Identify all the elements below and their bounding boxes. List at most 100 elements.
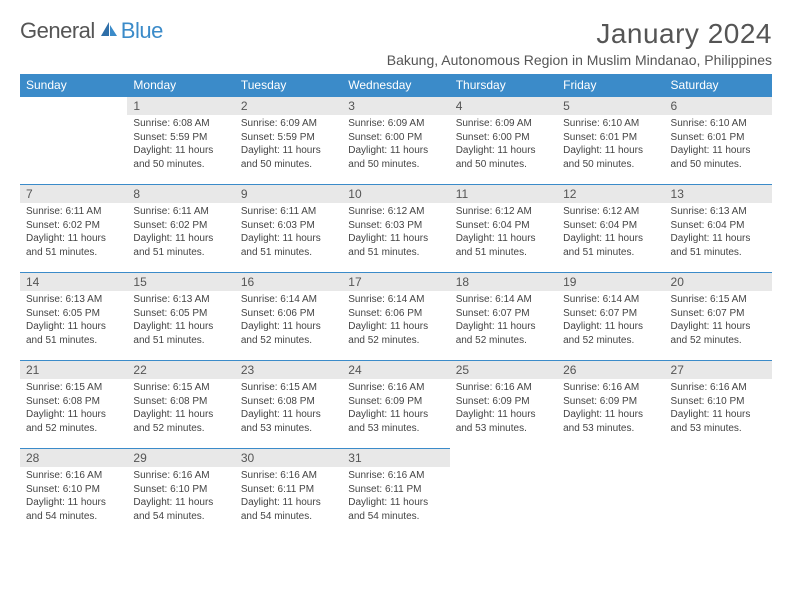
title-block: January 2024 Bakung, Autonomous Region i… — [387, 18, 772, 68]
calendar-day-cell: 12Sunrise: 6:12 AMSunset: 6:04 PMDayligh… — [557, 185, 664, 273]
day-details: Sunrise: 6:16 AMSunset: 6:11 PMDaylight:… — [235, 467, 342, 527]
day-details: Sunrise: 6:14 AMSunset: 6:06 PMDaylight:… — [342, 291, 449, 351]
day-details: Sunrise: 6:12 AMSunset: 6:04 PMDaylight:… — [557, 203, 664, 263]
calendar-day-cell: 18Sunrise: 6:14 AMSunset: 6:07 PMDayligh… — [450, 273, 557, 361]
day-number: 4 — [450, 97, 557, 115]
day-number: 9 — [235, 185, 342, 203]
day-number: 16 — [235, 273, 342, 291]
calendar-day-cell: 31Sunrise: 6:16 AMSunset: 6:11 PMDayligh… — [342, 449, 449, 537]
calendar-day-cell: 17Sunrise: 6:14 AMSunset: 6:06 PMDayligh… — [342, 273, 449, 361]
day-number: 31 — [342, 449, 449, 467]
day-details: Sunrise: 6:16 AMSunset: 6:10 PMDaylight:… — [665, 379, 772, 439]
day-number: 5 — [557, 97, 664, 115]
calendar-week-row: 21Sunrise: 6:15 AMSunset: 6:08 PMDayligh… — [20, 361, 772, 449]
calendar-week-row: 14Sunrise: 6:13 AMSunset: 6:05 PMDayligh… — [20, 273, 772, 361]
day-number: 1 — [127, 97, 234, 115]
day-details: Sunrise: 6:14 AMSunset: 6:06 PMDaylight:… — [235, 291, 342, 351]
calendar-day-cell: 10Sunrise: 6:12 AMSunset: 6:03 PMDayligh… — [342, 185, 449, 273]
day-details: Sunrise: 6:09 AMSunset: 6:00 PMDaylight:… — [450, 115, 557, 175]
day-number: 10 — [342, 185, 449, 203]
calendar-day-cell: 9Sunrise: 6:11 AMSunset: 6:03 PMDaylight… — [235, 185, 342, 273]
day-details: Sunrise: 6:09 AMSunset: 6:00 PMDaylight:… — [342, 115, 449, 175]
calendar-day-cell: 1Sunrise: 6:08 AMSunset: 5:59 PMDaylight… — [127, 97, 234, 185]
calendar-day-cell — [665, 449, 772, 537]
day-number: 6 — [665, 97, 772, 115]
calendar-day-cell: 14Sunrise: 6:13 AMSunset: 6:05 PMDayligh… — [20, 273, 127, 361]
calendar-day-cell: 4Sunrise: 6:09 AMSunset: 6:00 PMDaylight… — [450, 97, 557, 185]
day-details: Sunrise: 6:10 AMSunset: 6:01 PMDaylight:… — [665, 115, 772, 175]
calendar-day-cell: 5Sunrise: 6:10 AMSunset: 6:01 PMDaylight… — [557, 97, 664, 185]
day-number: 28 — [20, 449, 127, 467]
day-number: 13 — [665, 185, 772, 203]
day-details: Sunrise: 6:14 AMSunset: 6:07 PMDaylight:… — [557, 291, 664, 351]
day-details: Sunrise: 6:13 AMSunset: 6:05 PMDaylight:… — [127, 291, 234, 351]
day-number: 25 — [450, 361, 557, 379]
month-title: January 2024 — [387, 18, 772, 50]
day-number: 11 — [450, 185, 557, 203]
day-details: Sunrise: 6:12 AMSunset: 6:03 PMDaylight:… — [342, 203, 449, 263]
calendar-day-cell — [557, 449, 664, 537]
calendar-day-cell: 22Sunrise: 6:15 AMSunset: 6:08 PMDayligh… — [127, 361, 234, 449]
calendar-day-cell: 11Sunrise: 6:12 AMSunset: 6:04 PMDayligh… — [450, 185, 557, 273]
logo: General Blue — [20, 18, 163, 44]
day-details: Sunrise: 6:11 AMSunset: 6:02 PMDaylight:… — [127, 203, 234, 263]
calendar-day-cell: 20Sunrise: 6:15 AMSunset: 6:07 PMDayligh… — [665, 273, 772, 361]
logo-text-2: Blue — [121, 18, 163, 44]
day-details: Sunrise: 6:16 AMSunset: 6:09 PMDaylight:… — [450, 379, 557, 439]
calendar-day-cell: 19Sunrise: 6:14 AMSunset: 6:07 PMDayligh… — [557, 273, 664, 361]
day-details: Sunrise: 6:11 AMSunset: 6:02 PMDaylight:… — [20, 203, 127, 263]
day-details: Sunrise: 6:13 AMSunset: 6:05 PMDaylight:… — [20, 291, 127, 351]
day-number: 23 — [235, 361, 342, 379]
day-number: 3 — [342, 97, 449, 115]
weekday-header-row: SundayMondayTuesdayWednesdayThursdayFrid… — [20, 74, 772, 97]
calendar-week-row: 7Sunrise: 6:11 AMSunset: 6:02 PMDaylight… — [20, 185, 772, 273]
header: General Blue January 2024 Bakung, Autono… — [20, 18, 772, 68]
calendar-week-row: 28Sunrise: 6:16 AMSunset: 6:10 PMDayligh… — [20, 449, 772, 537]
weekday-header: Friday — [557, 74, 664, 97]
day-number: 14 — [20, 273, 127, 291]
calendar-table: SundayMondayTuesdayWednesdayThursdayFrid… — [20, 74, 772, 537]
calendar-day-cell — [450, 449, 557, 537]
day-number: 27 — [665, 361, 772, 379]
calendar-day-cell: 27Sunrise: 6:16 AMSunset: 6:10 PMDayligh… — [665, 361, 772, 449]
weekday-header: Tuesday — [235, 74, 342, 97]
calendar-day-cell: 25Sunrise: 6:16 AMSunset: 6:09 PMDayligh… — [450, 361, 557, 449]
calendar-day-cell: 13Sunrise: 6:13 AMSunset: 6:04 PMDayligh… — [665, 185, 772, 273]
day-number: 2 — [235, 97, 342, 115]
day-number: 29 — [127, 449, 234, 467]
day-details: Sunrise: 6:09 AMSunset: 5:59 PMDaylight:… — [235, 115, 342, 175]
day-number: 17 — [342, 273, 449, 291]
day-number: 7 — [20, 185, 127, 203]
day-number: 20 — [665, 273, 772, 291]
day-details: Sunrise: 6:15 AMSunset: 6:08 PMDaylight:… — [127, 379, 234, 439]
day-details: Sunrise: 6:16 AMSunset: 6:09 PMDaylight:… — [342, 379, 449, 439]
day-number: 24 — [342, 361, 449, 379]
day-details: Sunrise: 6:16 AMSunset: 6:09 PMDaylight:… — [557, 379, 664, 439]
calendar-day-cell: 6Sunrise: 6:10 AMSunset: 6:01 PMDaylight… — [665, 97, 772, 185]
calendar-day-cell: 28Sunrise: 6:16 AMSunset: 6:10 PMDayligh… — [20, 449, 127, 537]
day-number: 21 — [20, 361, 127, 379]
calendar-day-cell: 21Sunrise: 6:15 AMSunset: 6:08 PMDayligh… — [20, 361, 127, 449]
calendar-day-cell: 3Sunrise: 6:09 AMSunset: 6:00 PMDaylight… — [342, 97, 449, 185]
day-number: 12 — [557, 185, 664, 203]
day-number: 8 — [127, 185, 234, 203]
calendar-day-cell: 2Sunrise: 6:09 AMSunset: 5:59 PMDaylight… — [235, 97, 342, 185]
day-details: Sunrise: 6:14 AMSunset: 6:07 PMDaylight:… — [450, 291, 557, 351]
day-number: 18 — [450, 273, 557, 291]
day-details: Sunrise: 6:08 AMSunset: 5:59 PMDaylight:… — [127, 115, 234, 175]
calendar-day-cell: 24Sunrise: 6:16 AMSunset: 6:09 PMDayligh… — [342, 361, 449, 449]
calendar-day-cell: 8Sunrise: 6:11 AMSunset: 6:02 PMDaylight… — [127, 185, 234, 273]
day-number: 26 — [557, 361, 664, 379]
logo-text-1: General — [20, 18, 95, 44]
location-line: Bakung, Autonomous Region in Muslim Mind… — [387, 52, 772, 68]
day-details: Sunrise: 6:16 AMSunset: 6:10 PMDaylight:… — [127, 467, 234, 527]
day-details: Sunrise: 6:10 AMSunset: 6:01 PMDaylight:… — [557, 115, 664, 175]
weekday-header: Sunday — [20, 74, 127, 97]
weekday-header: Saturday — [665, 74, 772, 97]
calendar-day-cell: 26Sunrise: 6:16 AMSunset: 6:09 PMDayligh… — [557, 361, 664, 449]
day-details: Sunrise: 6:11 AMSunset: 6:03 PMDaylight:… — [235, 203, 342, 263]
day-number: 30 — [235, 449, 342, 467]
calendar-day-cell: 30Sunrise: 6:16 AMSunset: 6:11 PMDayligh… — [235, 449, 342, 537]
calendar-day-cell: 23Sunrise: 6:15 AMSunset: 6:08 PMDayligh… — [235, 361, 342, 449]
day-details: Sunrise: 6:16 AMSunset: 6:10 PMDaylight:… — [20, 467, 127, 527]
